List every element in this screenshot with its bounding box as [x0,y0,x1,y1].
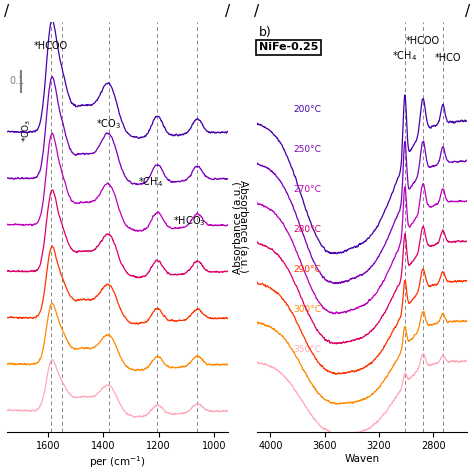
Text: /: / [255,4,259,19]
Text: *CO$_3$: *CO$_3$ [0,125,8,137]
Text: 290°C: 290°C [293,264,321,273]
Text: 250°C: 250°C [293,145,321,154]
Text: *CO$_3$: *CO$_3$ [20,119,33,143]
Text: /: / [465,4,470,19]
Y-axis label: Absorbance (a.u.): Absorbance (a.u.) [239,181,249,273]
Text: *CO$_3$: *CO$_3$ [96,117,121,131]
Text: 280°C: 280°C [293,225,321,234]
Text: Absorbance (a.u.): Absorbance (a.u.) [232,181,242,274]
Text: *HCOO: *HCOO [406,36,440,46]
Text: /: / [225,4,230,19]
Text: 0.1: 0.1 [9,76,25,86]
Text: *HCO: *HCO [435,53,462,63]
Text: *CH$_4$: *CH$_4$ [392,49,418,63]
Text: 200°C: 200°C [293,105,321,114]
Text: /: / [4,4,9,19]
Text: *HCO$_3$: *HCO$_3$ [173,214,205,228]
Text: *HCOO: *HCOO [34,41,68,51]
X-axis label: per (cm$^{-1}$): per (cm$^{-1}$) [89,454,146,470]
Text: 350°C: 350°C [293,345,321,354]
X-axis label: Waven: Waven [345,454,380,464]
Text: *CH$_4$: *CH$_4$ [138,175,163,189]
Text: b): b) [259,26,272,39]
Text: 300°C: 300°C [293,305,321,314]
Text: 270°C: 270°C [293,184,321,193]
Text: NiFe-0.25: NiFe-0.25 [259,42,318,52]
